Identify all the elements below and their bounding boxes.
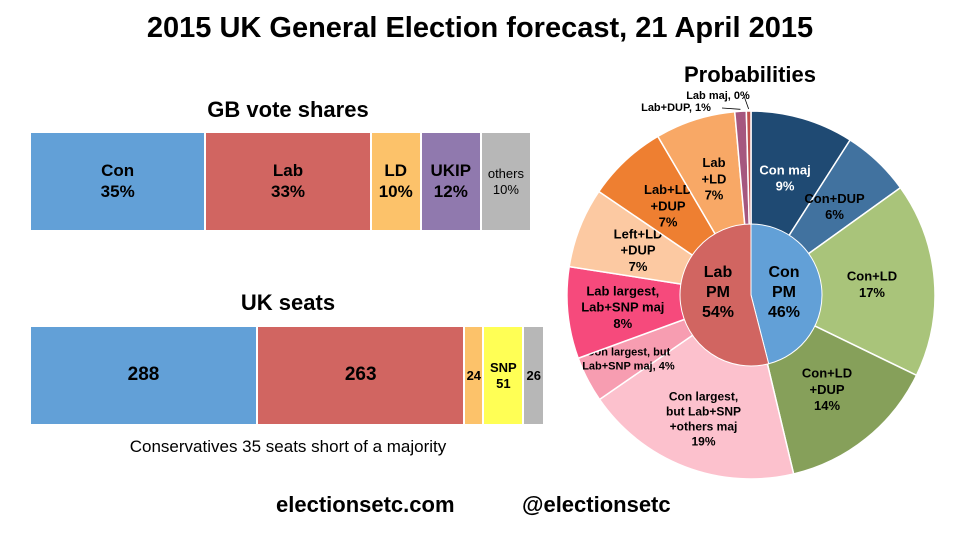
pie-slice-outer xyxy=(749,186,936,377)
seats-segment-value: 26 xyxy=(526,367,541,383)
seats-segment-24: 24 xyxy=(465,327,485,424)
seats-segment-value: 24 xyxy=(466,367,482,383)
pie-label-outer: Con+LD +DUP 14% xyxy=(802,366,852,414)
pie-label-outer: Lab+LD +DUP 7% xyxy=(644,182,692,230)
vote-segment-value: 35% xyxy=(100,181,135,201)
seats-segment-263: 263 xyxy=(258,327,466,424)
pie-label-inner: Lab PM 54% xyxy=(702,264,734,321)
seats-segment-value: 263 xyxy=(344,364,377,386)
leader-line xyxy=(721,107,741,110)
vote-segment-others: others 10% xyxy=(481,133,532,230)
seats-bar: 288 263 24 SNP 51 26 xyxy=(31,327,545,424)
vote-segment-value: 10% xyxy=(378,181,413,201)
pie-label-outer: Lab +LD 7% xyxy=(702,155,727,203)
vote-segment-value: 10% xyxy=(492,181,519,197)
pie-label-outer: Con largest, but Lab+SNP maj, 4% xyxy=(582,347,675,373)
vote-segment-ukip: UKIP 12% xyxy=(421,133,482,230)
pie-label-outer: Lab largest, Lab+SNP maj 8% xyxy=(581,283,664,331)
vote-segment-name: others xyxy=(487,165,524,181)
pie-slice-inner xyxy=(679,223,770,367)
seats-segment-288: 288 xyxy=(31,327,259,424)
majority-note: Conservatives 35 seats short of a majori… xyxy=(129,437,447,456)
pie-label-outer: Con maj 9% xyxy=(759,162,810,193)
footer-handle: @electionsetc xyxy=(522,492,671,517)
vote-segment-lab: Lab 33% xyxy=(206,133,372,230)
vote-segment-con: Con 35% xyxy=(31,133,207,230)
pie-label-outer: Con+DUP 6% xyxy=(804,191,865,222)
seats-segment-snp: SNP 51 xyxy=(484,327,525,424)
seats-segment-name: SNP xyxy=(490,359,517,375)
seats-segment-26: 26 xyxy=(524,327,545,424)
vote-shares-heading: GB vote shares xyxy=(207,97,369,122)
pie-label-outer: Lab+DUP, 1% xyxy=(641,102,711,114)
footer-site: electionsetc.com xyxy=(276,492,455,517)
vote-segment-value: 33% xyxy=(270,181,306,201)
seats-heading: UK seats xyxy=(240,290,336,315)
pie-slice-inner xyxy=(750,223,823,365)
vote-segment-name: UKIP xyxy=(430,161,472,181)
seats-segment-value: 288 xyxy=(127,364,160,386)
pie-label-outer: Left+LD +DUP 7% xyxy=(614,226,663,274)
vote-segment-name: Con xyxy=(101,161,135,181)
pie-title: Probabilities xyxy=(683,62,817,87)
pie-label-inner: Con PM 46% xyxy=(768,264,800,321)
pie-label-outer: Lab maj, 0% xyxy=(686,90,750,102)
pie-label-outer: Con largest, but Lab+SNP +others maj 19% xyxy=(666,389,741,448)
vote-segment-ld: LD 10% xyxy=(371,133,422,230)
leader-line xyxy=(743,95,750,110)
vote-segment-value: 12% xyxy=(433,181,468,201)
chart-title: 2015 UK General Election forecast, 21 Ap… xyxy=(146,12,814,44)
vote-segment-name: LD xyxy=(384,161,408,181)
vote-shares-bar: Con 35% Lab 33% LD 10% UKIP 12% others 10% xyxy=(31,133,532,230)
vote-segment-name: Lab xyxy=(272,161,304,181)
seats-segment-value: 51 xyxy=(496,375,511,391)
pie-label-outer: Con+LD 17% xyxy=(847,269,897,300)
